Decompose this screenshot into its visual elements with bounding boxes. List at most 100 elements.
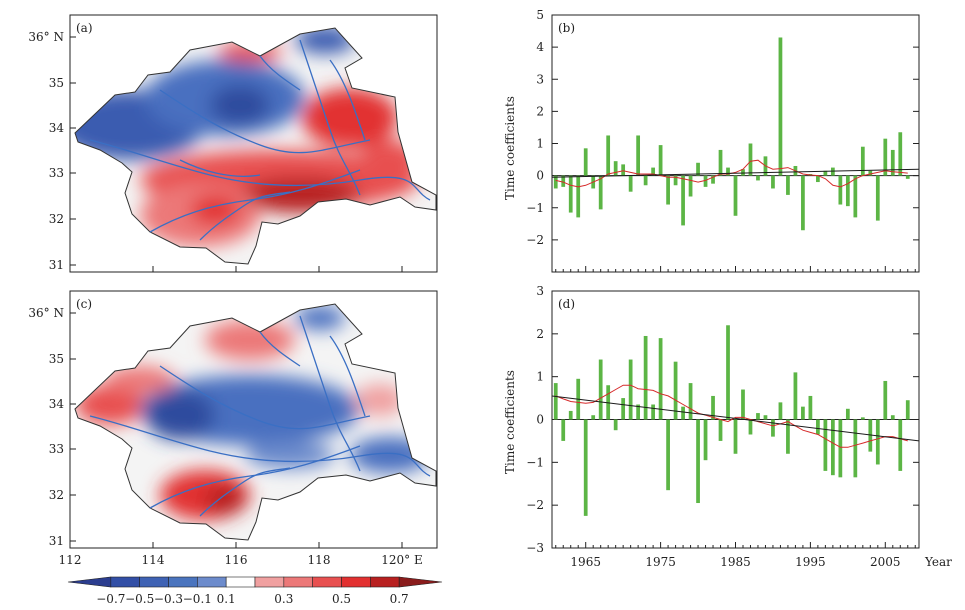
map-panel-c: (c) bbox=[69, 290, 438, 549]
bar bbox=[733, 419, 738, 454]
y-tick-label: 4 bbox=[536, 40, 544, 54]
bar bbox=[845, 408, 850, 420]
bar bbox=[838, 175, 843, 205]
map-c-boundary bbox=[74, 303, 437, 541]
bar bbox=[703, 175, 708, 187]
bar bbox=[823, 170, 828, 176]
smoothed-line bbox=[555, 384, 908, 448]
bar bbox=[756, 175, 760, 181]
bar bbox=[576, 175, 581, 218]
x-tick-label: 2005 bbox=[870, 555, 901, 569]
bar bbox=[718, 149, 723, 176]
y-tick-label: −1 bbox=[526, 201, 544, 215]
bar bbox=[568, 175, 573, 213]
bar bbox=[875, 419, 880, 465]
y-tick-label: −3 bbox=[526, 541, 544, 555]
bar bbox=[801, 175, 805, 231]
bar bbox=[883, 138, 888, 176]
ts-d-panel-label: (d) bbox=[558, 297, 575, 311]
map-c-panel-label: (c) bbox=[76, 297, 92, 311]
y-tick-label: 2 bbox=[536, 104, 544, 118]
colorbar-segment bbox=[283, 576, 313, 588]
ts-d-ylabel: Time coefficients bbox=[503, 370, 517, 474]
bar bbox=[666, 419, 670, 491]
bar bbox=[651, 167, 655, 176]
bar bbox=[741, 389, 745, 420]
bar bbox=[860, 417, 865, 420]
y-tick-label: −2 bbox=[526, 498, 544, 512]
map-c-rivers bbox=[89, 315, 431, 517]
bar bbox=[583, 419, 588, 516]
y-tick-label: 3 bbox=[536, 72, 544, 86]
bar bbox=[823, 419, 828, 471]
map-lon-tick-label: 116 bbox=[225, 553, 248, 567]
bar bbox=[726, 167, 730, 176]
colorbar-segment bbox=[197, 576, 227, 588]
bar bbox=[606, 135, 611, 176]
map-lat-tick-label: 33 bbox=[49, 442, 64, 456]
bar bbox=[591, 415, 596, 420]
bar bbox=[561, 175, 566, 187]
colorbar-segment bbox=[110, 576, 140, 588]
bar bbox=[860, 146, 865, 176]
bar bbox=[583, 148, 588, 176]
colorbar-label: 0.3 bbox=[274, 592, 293, 606]
map-lat-tick-label: 36° N bbox=[28, 306, 64, 320]
bar bbox=[868, 419, 873, 452]
bar bbox=[658, 338, 663, 420]
map-lon-tick-label: 114 bbox=[142, 553, 165, 567]
bar bbox=[830, 419, 835, 476]
colorbar-segment bbox=[67, 576, 112, 588]
bar bbox=[553, 175, 558, 189]
colorbar-segment bbox=[370, 576, 400, 588]
bar bbox=[905, 175, 910, 179]
bar bbox=[845, 175, 850, 207]
map-a-boundary bbox=[74, 27, 437, 265]
bar bbox=[853, 175, 858, 218]
map-lat-tick-label: 32 bbox=[49, 488, 64, 502]
colorbar-segment bbox=[254, 576, 285, 588]
bar bbox=[703, 419, 708, 461]
colorbar-label: −0.1 bbox=[183, 592, 212, 606]
map-lon-tick-label: 118 bbox=[308, 553, 331, 567]
bar bbox=[763, 415, 768, 420]
bar bbox=[898, 132, 903, 176]
bar bbox=[898, 419, 903, 471]
bar bbox=[613, 419, 618, 431]
colorbar-segment bbox=[398, 576, 443, 588]
bar bbox=[598, 175, 603, 210]
bar bbox=[771, 175, 775, 189]
colorbar-label: −0.3 bbox=[154, 592, 183, 606]
ts-d-xlabel: Year bbox=[924, 555, 952, 569]
bar bbox=[726, 325, 730, 420]
bar bbox=[651, 404, 655, 420]
colorbar-segment bbox=[139, 576, 169, 588]
bar bbox=[696, 419, 700, 504]
ts-b-panel-label: (b) bbox=[558, 21, 575, 35]
ts-b-ylabel: Time coefficients bbox=[503, 96, 517, 200]
map-lat-tick-label: 32 bbox=[49, 212, 64, 226]
colorbar-label: −0.7 bbox=[96, 592, 125, 606]
x-tick-label: 1965 bbox=[570, 555, 601, 569]
map-lon-tick-label: 112 bbox=[59, 553, 82, 567]
bar bbox=[801, 406, 805, 420]
map-lat-tick-label: 33 bbox=[49, 166, 64, 180]
bar bbox=[666, 175, 670, 205]
bar bbox=[883, 380, 888, 420]
colorbar-segment bbox=[168, 576, 198, 588]
bar bbox=[561, 419, 566, 441]
bar bbox=[786, 419, 790, 454]
colorbar-label: 0.7 bbox=[390, 592, 409, 606]
map-lat-tick-label: 31 bbox=[49, 534, 64, 548]
bar bbox=[808, 395, 813, 420]
bar bbox=[711, 395, 715, 420]
ts-b-frame bbox=[551, 14, 920, 273]
bar bbox=[778, 402, 783, 420]
map-lat-tick-label: 34 bbox=[49, 397, 65, 411]
bar bbox=[673, 361, 678, 420]
colorbar-label: 0.5 bbox=[332, 592, 351, 606]
y-tick-label: 2 bbox=[536, 327, 544, 341]
bar bbox=[741, 169, 745, 176]
bar bbox=[643, 175, 648, 186]
